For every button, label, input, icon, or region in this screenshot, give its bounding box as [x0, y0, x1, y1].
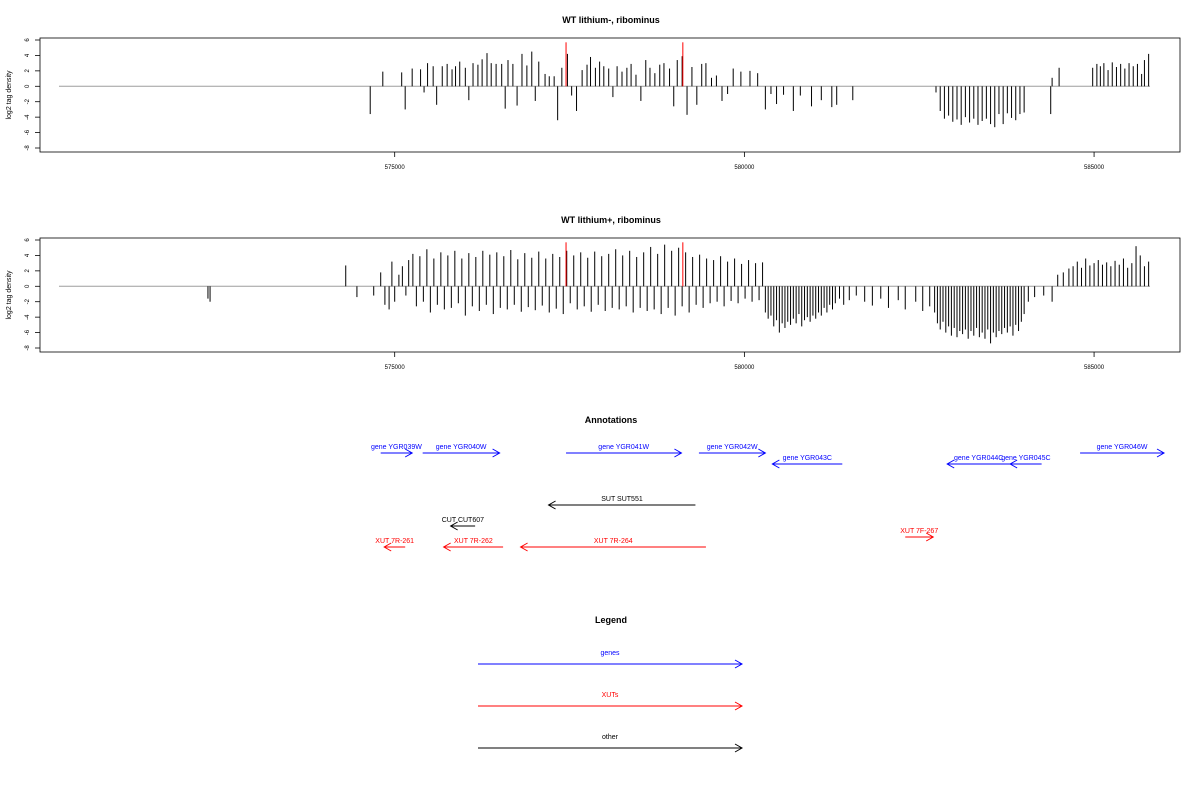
x-tick-label: 575000 — [385, 365, 406, 371]
arrow-head — [404, 448, 414, 458]
annotation-arrow: gene YGR039W — [371, 444, 422, 458]
annotation-label: XUT 7F-267 — [900, 528, 938, 535]
y-tick-label: 2 — [25, 269, 31, 273]
y-tick-label: -6 — [25, 329, 31, 335]
x-tick-label: 575000 — [385, 165, 406, 171]
y-tick-label: -2 — [25, 298, 31, 304]
arrow-head — [547, 500, 556, 510]
y-tick-label: 0 — [25, 284, 31, 288]
x-tick-label: 585000 — [1084, 165, 1105, 171]
arrow-head — [925, 532, 935, 542]
arrow-head — [734, 743, 744, 753]
y-tick-label: 4 — [25, 53, 31, 57]
y-tick-label: -4 — [25, 114, 31, 120]
annotation-label: gene YGR045C — [1001, 455, 1050, 462]
y-tick-label: 4 — [25, 253, 31, 257]
chart-title: WT lithium+, ribominus — [561, 215, 661, 225]
annotation-label: gene YGR044C — [954, 455, 1003, 462]
annotation-label: gene YGR039W — [371, 444, 422, 451]
annotation-arrow: gene YGR040W — [422, 444, 501, 458]
annotation-arrow: XUT 7R-264 — [519, 538, 706, 552]
plot-frame — [39, 237, 1181, 353]
annotation-label: gene YGR046W — [1097, 444, 1148, 451]
annotation-arrow: gene YGR044C — [946, 455, 1011, 469]
arrow-head — [442, 542, 451, 552]
arrow-head — [519, 542, 528, 552]
chart-panel-1: WT lithium-, ribominus log2 tag density 6 4… — [6, 15, 1181, 171]
x-tick-label: 585000 — [1084, 365, 1105, 371]
y-tick-label: -4 — [25, 314, 31, 320]
y-axis-label: log2 tag density — [6, 70, 13, 120]
annotations-title: Annotations — [585, 415, 638, 425]
chart-title: WT lithium-, ribominus — [562, 15, 660, 25]
annotation-label: gene YGR041W — [598, 444, 649, 451]
arrow-head — [674, 448, 683, 458]
y-tick-label: 0 — [25, 84, 31, 88]
legend-item: genes — [478, 650, 744, 669]
legend-panel: Legend genes XUTs other — [478, 615, 744, 753]
arrow-head — [946, 459, 955, 469]
legend-label: XUTs — [602, 692, 619, 699]
x-tick-label: 580000 — [734, 365, 755, 371]
y-tick-label: -8 — [25, 345, 31, 351]
y-tick-label: 2 — [25, 69, 31, 73]
annotation-arrow: XUT 7R-262 — [442, 538, 504, 552]
y-tick-label: -8 — [25, 145, 31, 151]
annotation-arrow: gene YGR042W — [698, 444, 767, 458]
arrow-head — [734, 701, 744, 711]
annotation-arrow: gene YGR045C — [1001, 455, 1051, 469]
annotation-label: XUT 7R-262 — [454, 538, 493, 545]
annotation-label: XUT 7R-264 — [594, 538, 633, 545]
arrow-head — [1009, 459, 1018, 469]
y-tick-label: -2 — [25, 98, 31, 104]
legend-item: other — [478, 734, 744, 753]
legend-item: XUTs — [478, 692, 744, 711]
arrow-head — [492, 448, 501, 458]
annotation-label: gene YGR043C — [783, 455, 832, 462]
annotation-arrow: XUT 7F-267 — [900, 528, 938, 542]
arrow-head — [449, 521, 458, 531]
arrow-head — [383, 542, 392, 552]
chart-panel-2: WT lithium+, ribominus log2 tag density 6 4… — [6, 215, 1181, 371]
annotation-label: XUT 7R-261 — [375, 538, 414, 545]
y-axis-label: log2 tag density — [6, 270, 13, 320]
arrow-head — [1156, 448, 1166, 458]
legend-title: Legend — [595, 615, 627, 625]
arrow-head — [734, 659, 744, 669]
x-tick-label: 580000 — [734, 165, 755, 171]
annotation-arrow: CUT CUT607 — [442, 517, 484, 531]
annotation-arrow: XUT 7R-261 — [375, 538, 414, 552]
y-tick-label: -6 — [25, 129, 31, 135]
annotation-label: SUT SUT551 — [601, 496, 643, 503]
annotation-label: gene YGR040W — [436, 444, 487, 451]
annotation-arrow: gene YGR046W — [1080, 444, 1166, 458]
annotation-arrow: gene YGR043C — [771, 455, 843, 469]
arrow-head — [758, 448, 767, 458]
plot-frame — [39, 37, 1181, 153]
annotation-arrow: gene YGR041W — [566, 444, 683, 458]
y-tick-label: 6 — [25, 238, 31, 242]
annotation-arrow: SUT SUT551 — [547, 496, 696, 510]
annotation-label: CUT CUT607 — [442, 517, 484, 524]
arrow-head — [771, 459, 780, 469]
annotations-panel: Annotations gene YGR039W gene YGR040W gene … — [371, 415, 1166, 552]
y-tick-label: 6 — [25, 38, 31, 42]
annotation-label: gene YGR042W — [707, 444, 758, 451]
legend-label: other — [602, 734, 619, 741]
legend-label: genes — [600, 650, 620, 657]
